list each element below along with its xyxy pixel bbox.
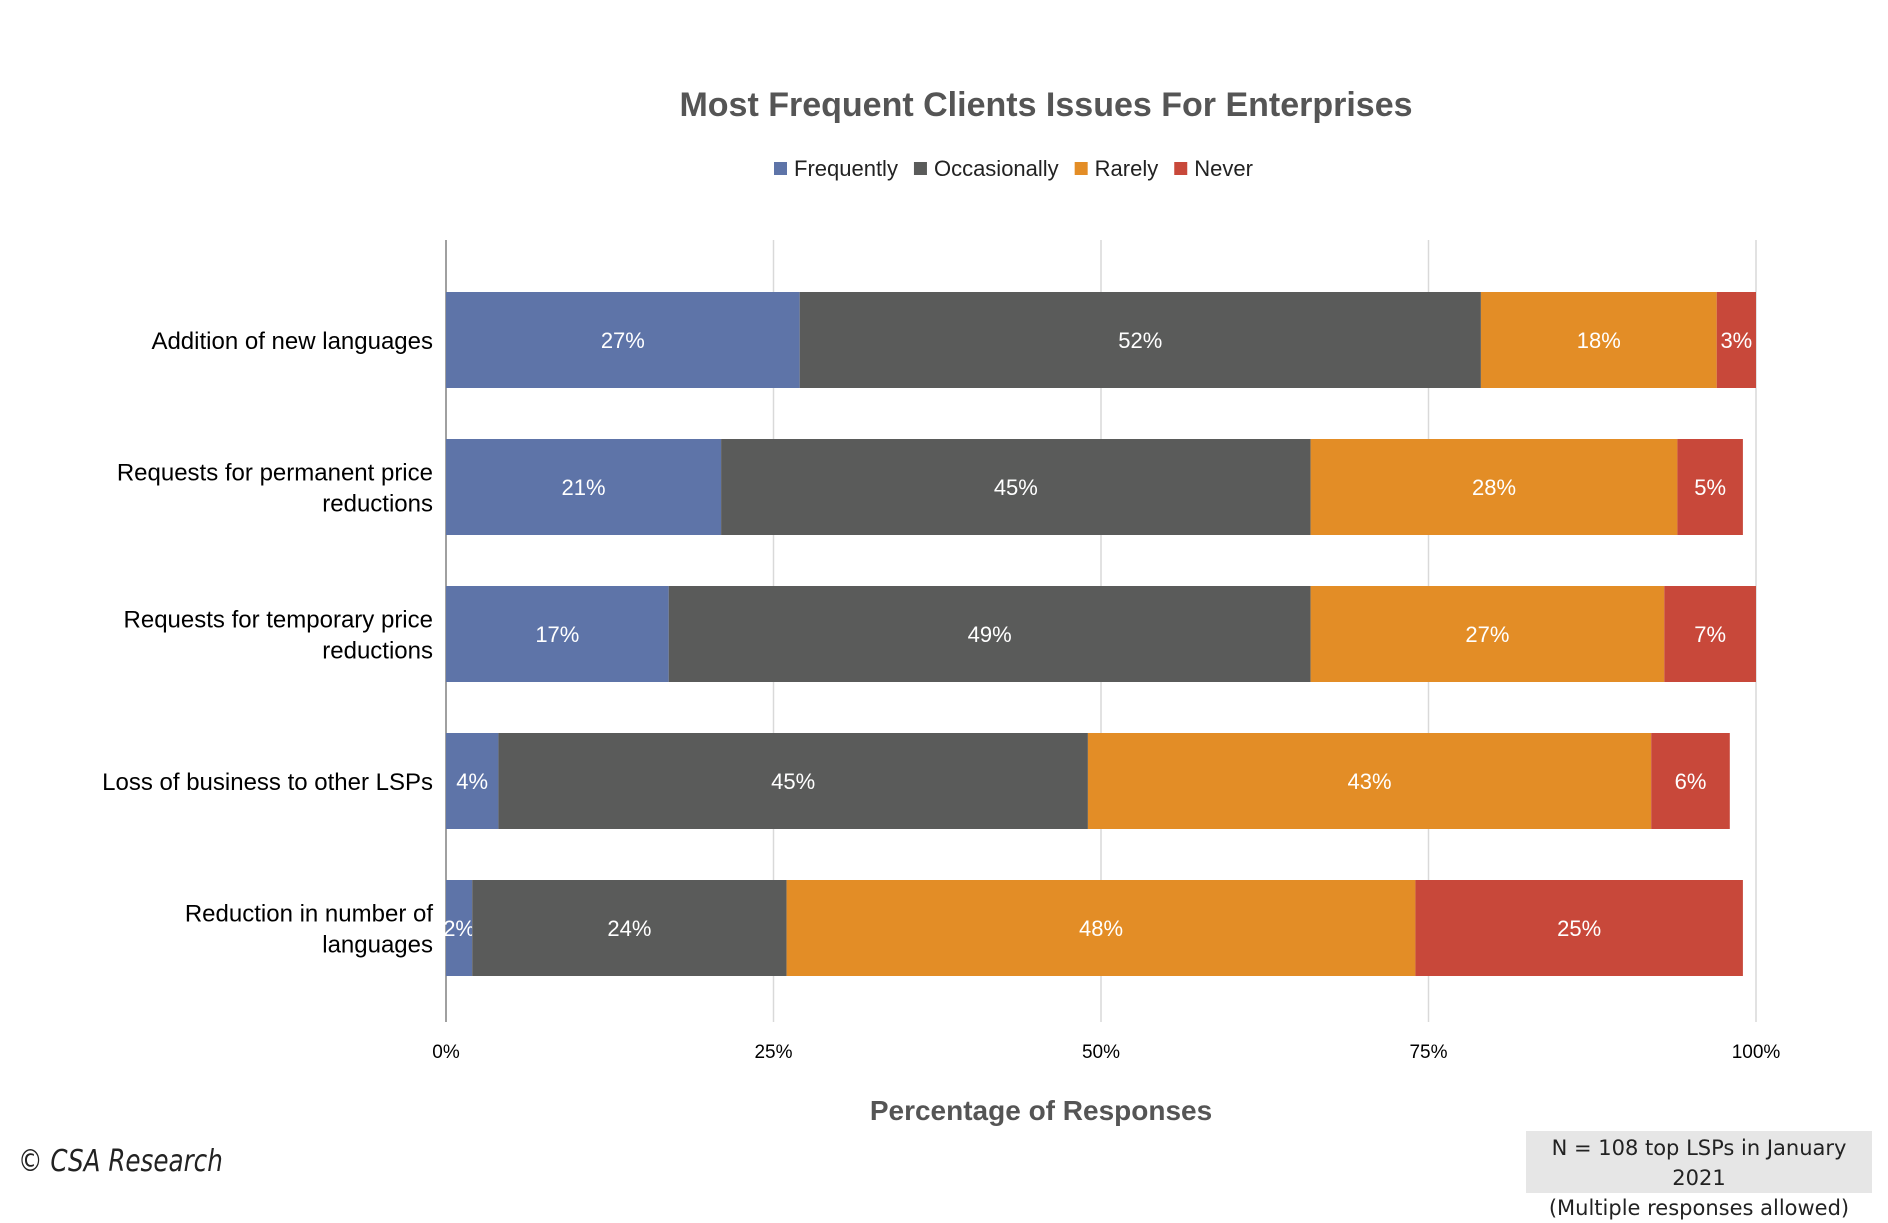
bar-segment-never	[1415, 880, 1743, 976]
x-tick-labels: 0% 25% 50% 75% 100%	[432, 1042, 1780, 1063]
data-label: 17%	[535, 622, 579, 647]
category-label: Requests for temporary price	[124, 607, 433, 634]
legend-label-occasionally: Occasionally	[934, 156, 1059, 181]
data-label: 21%	[562, 475, 606, 500]
data-label: 6%	[1675, 769, 1707, 794]
legend: Frequently Occasionally Rarely Never	[774, 156, 1253, 181]
data-label: 4%	[456, 769, 488, 794]
x-axis-title: Percentage of Responses	[870, 1095, 1212, 1126]
data-label: 52%	[1118, 328, 1162, 353]
category-label: Reduction in number of	[185, 901, 433, 928]
copyright-notice: © CSA Research	[18, 1144, 223, 1179]
bar-segment-rarely	[1087, 733, 1652, 829]
bar-segment-frequently	[446, 733, 499, 829]
category-label: Requests for permanent price	[117, 460, 433, 487]
data-label: 49%	[968, 622, 1012, 647]
data-label: 5%	[1694, 475, 1726, 500]
bar-segment-occasionally	[721, 439, 1311, 535]
data-label: 2%	[443, 916, 475, 941]
category-labels: Addition of new languages Requests for pe…	[102, 328, 433, 959]
bar-segment-rarely	[1480, 292, 1717, 388]
category-label: Loss of business to other LSPs	[102, 769, 433, 796]
sample-note-line-2: (Multiple responses allowed)	[1548, 1196, 1850, 1220]
data-label: 3%	[1720, 328, 1752, 353]
bar-segment-never	[1677, 439, 1743, 535]
data-label: 24%	[607, 916, 651, 941]
bar-segment-frequently	[446, 439, 722, 535]
legend-label-rarely: Rarely	[1095, 156, 1159, 181]
bar-segment-occasionally	[799, 292, 1481, 388]
category-label: languages	[322, 932, 433, 959]
data-label: 18%	[1577, 328, 1621, 353]
bar-segment-rarely	[1310, 439, 1678, 535]
legend-swatch-frequently	[774, 162, 787, 175]
data-label: 27%	[601, 328, 645, 353]
bar-segment-never	[1664, 586, 1756, 682]
data-label: 25%	[1557, 916, 1601, 941]
bar-segment-frequently	[446, 586, 669, 682]
bars: 27% 52% 18% 3% 21% 45% 28% 5% 17% 49% 27% 7% 4% 45% 43…	[443, 292, 1756, 976]
legend-swatch-occasionally	[913, 162, 927, 175]
x-tick-label: 25%	[754, 1042, 792, 1063]
category-label: reductions	[322, 491, 433, 518]
bar-segment-rarely	[1310, 586, 1665, 682]
bar-segment-occasionally	[498, 733, 1088, 829]
legend-swatch-never	[1174, 162, 1188, 175]
chart-title: Most Frequent Clients Issues For Enterpr…	[679, 86, 1412, 124]
legend-label-never: Never	[1194, 156, 1253, 181]
x-tick-label: 75%	[1409, 1042, 1447, 1063]
data-label: 45%	[994, 475, 1038, 500]
data-label: 43%	[1348, 769, 1392, 794]
bar-segment-occasionally	[668, 586, 1311, 682]
data-label: 28%	[1472, 475, 1516, 500]
x-tick-label: 50%	[1082, 1042, 1120, 1063]
data-label: 7%	[1694, 622, 1726, 647]
data-label: 27%	[1465, 622, 1509, 647]
sample-note: N = 108 top LSPs in January 2021 (Multip…	[1526, 1131, 1872, 1220]
x-tick-label: 100%	[1732, 1042, 1781, 1063]
category-label: reductions	[322, 638, 433, 665]
x-tick-label: 0%	[432, 1042, 460, 1063]
legend-swatch-rarely	[1074, 162, 1088, 175]
data-label: 48%	[1079, 916, 1123, 941]
bar-segment-frequently	[446, 292, 800, 388]
bar-segment-occasionally	[472, 880, 787, 976]
bar-segment-never	[1716, 292, 1756, 388]
category-label: Addition of new languages	[151, 328, 433, 355]
data-label: 45%	[771, 769, 815, 794]
bar-segment-rarely	[786, 880, 1416, 976]
bar-segment-frequently	[446, 880, 473, 976]
legend-label-frequently: Frequently	[794, 156, 898, 181]
bar-segment-never	[1651, 733, 1730, 829]
sample-note-line-1: N = 108 top LSPs in January 2021	[1551, 1136, 1847, 1190]
